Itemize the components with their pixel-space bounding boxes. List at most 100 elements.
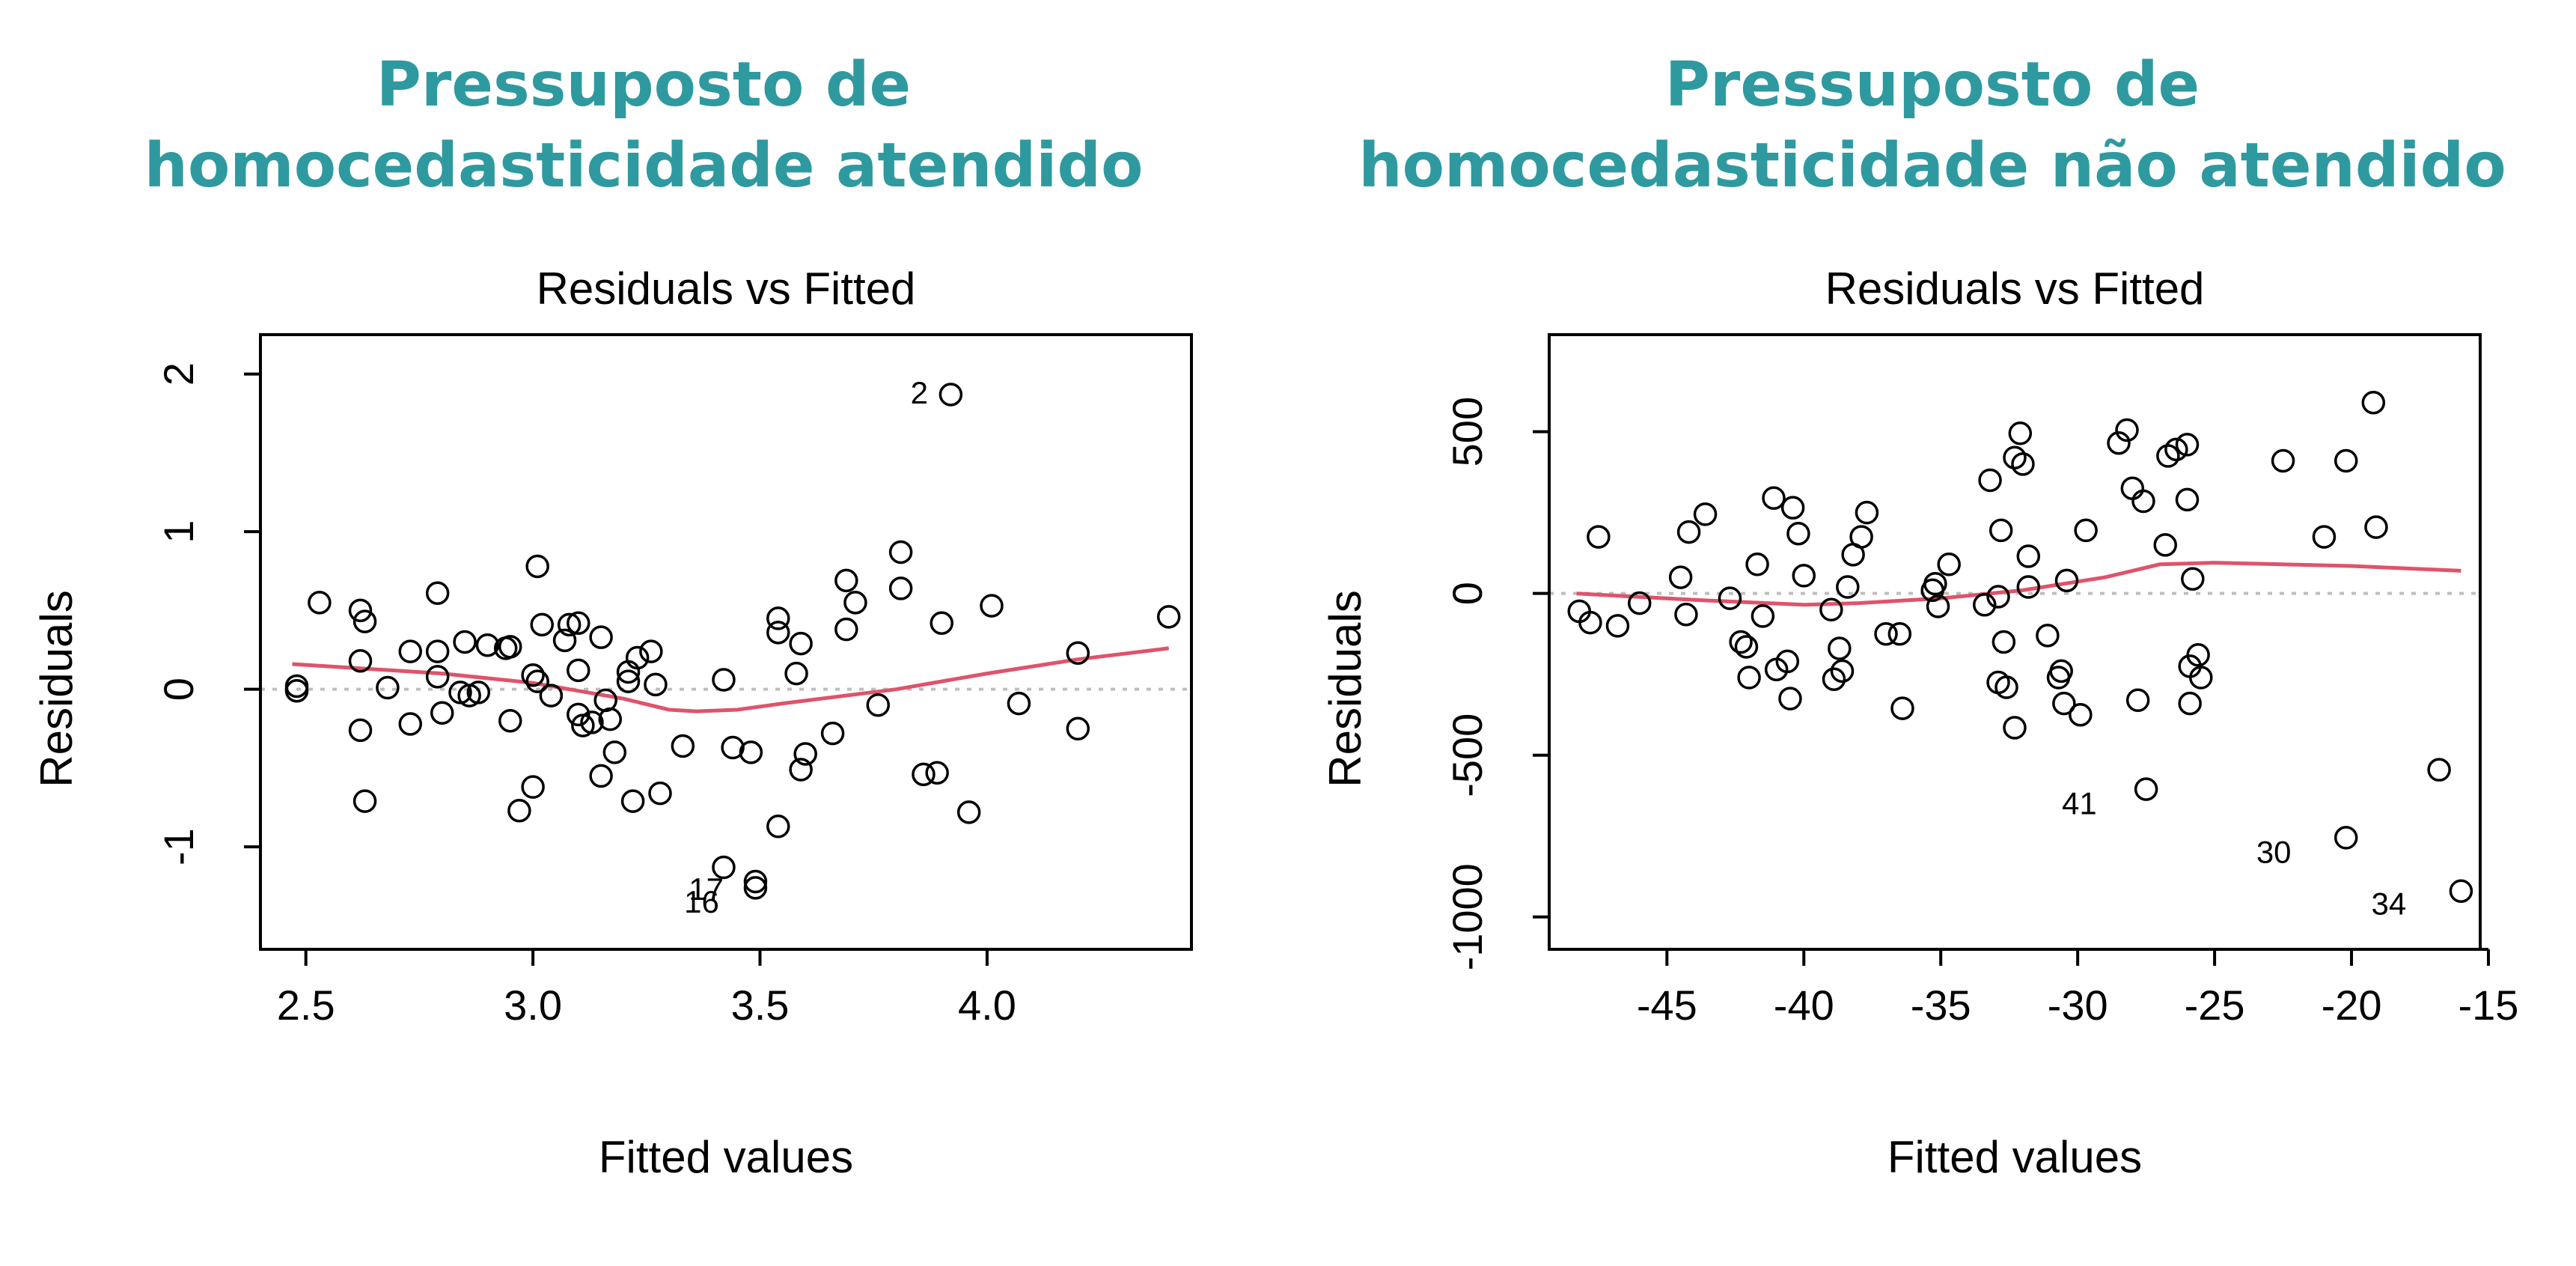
chart-left-point — [525, 554, 549, 579]
chart-right-point — [1745, 553, 1769, 576]
chart-left-point — [525, 669, 549, 693]
chart-left-point-label: 2 — [911, 375, 928, 410]
chart-right-point — [2156, 444, 2180, 468]
chart-left-point — [593, 688, 617, 713]
chart-right-point — [1674, 603, 1698, 627]
chart-left-point — [567, 702, 590, 727]
chart-right-point — [1786, 521, 1810, 546]
chart-left-point — [580, 710, 604, 734]
chart-left-point — [521, 663, 545, 687]
chart-right-point — [1605, 614, 1630, 638]
chart-left-y-tick-label: 0 — [155, 678, 202, 701]
chart-left-point — [348, 718, 373, 743]
chart-right-point — [2008, 422, 2033, 445]
chart-left-point — [376, 675, 400, 700]
chart-right-point — [1587, 525, 1611, 549]
chart-left-point — [453, 630, 477, 654]
chart-left-point — [567, 658, 590, 683]
chart-right-y-tick-label: 0 — [1444, 582, 1491, 605]
chart-left-point — [956, 800, 981, 824]
chart-left-point — [625, 645, 650, 670]
chart-right-ylabel: Residuals — [1320, 590, 1370, 787]
chart-left-x-tick-label: 4.0 — [958, 982, 1016, 1029]
chart-right-y-tick-label: 500 — [1444, 397, 1491, 466]
chart-right-point — [1822, 667, 1846, 691]
chart-left-point — [498, 635, 522, 659]
chart-right-point — [1693, 502, 1718, 526]
chart-left-point — [616, 669, 641, 693]
chart-right-point — [2334, 826, 2358, 850]
chart-right-point — [2364, 515, 2388, 539]
chart-left-point — [425, 665, 450, 689]
chart-left-point — [834, 568, 858, 593]
chart-right-point — [1973, 593, 1997, 617]
chart-left-point — [980, 594, 1004, 618]
chart-left-point — [284, 674, 309, 699]
chart-left-point — [398, 712, 423, 736]
chart-left-point — [284, 679, 309, 703]
chart-right-point — [1737, 666, 1761, 690]
chart-right-point — [1762, 486, 1786, 510]
chart-left-point — [530, 612, 554, 637]
chart-left-point — [567, 611, 590, 635]
chart-right-point — [1718, 586, 1742, 610]
chart-right-point — [1836, 575, 1860, 599]
chart-right-point — [1830, 659, 1855, 684]
chart-right-heading-line2: homocedasticidade não atendido — [1358, 130, 2506, 201]
chart-left-point — [308, 591, 332, 615]
chart-right-point — [1578, 610, 1602, 635]
chart-right-point — [1734, 635, 1759, 659]
chart-left-point — [789, 758, 813, 782]
chart-right-point — [2186, 643, 2210, 667]
chart-left-x-tick-label: 2.5 — [277, 982, 335, 1029]
chart-right-point — [1792, 564, 1816, 588]
chart-left: Residuals vs Fitted Fitted values Residu… — [31, 264, 1193, 1182]
chart-right-point — [2016, 544, 2041, 568]
chart-left-point — [348, 649, 373, 673]
chart-right-point — [2175, 487, 2200, 512]
chart-left-point — [620, 789, 645, 813]
chart-left-point — [430, 701, 454, 725]
chart-left-point — [644, 672, 668, 697]
chart-right-y-tick-label: -1000 — [1444, 863, 1491, 970]
chart-left-point — [557, 612, 582, 637]
chart-left-point — [766, 606, 790, 630]
chart-right-y-tick-label: -500 — [1444, 713, 1491, 797]
chart-right-point — [2153, 533, 2177, 557]
chart-right-point — [2016, 575, 2041, 599]
chart-left-point — [930, 611, 953, 635]
chart-right-point — [2052, 691, 2076, 716]
chart-right-point — [1986, 585, 2010, 609]
chart-left-point — [507, 798, 531, 823]
chart-right-point — [2131, 489, 2155, 514]
chart-left-point — [398, 639, 423, 663]
chart-right-point — [2134, 777, 2158, 801]
chart-right-point — [1989, 518, 2013, 543]
chart-right-point — [2312, 525, 2337, 549]
chart-left-point — [352, 609, 377, 633]
chart-right-point — [2107, 431, 2131, 455]
chart-left-point — [1066, 716, 1090, 741]
chart-left-point — [712, 855, 736, 880]
chart-left-point — [912, 762, 936, 787]
chart-left-point — [888, 540, 913, 564]
chart-left-heading-line1: Pressuposto de — [376, 49, 912, 121]
chart-left-heading-line2: homocedasticidade atendido — [144, 130, 1144, 201]
chart-right-point — [1828, 636, 1852, 660]
chart-right-point — [2003, 716, 2027, 740]
chart-left-point — [1156, 605, 1181, 629]
chart-right-x-tick-label: -20 — [2322, 982, 2382, 1029]
chart-right-point — [1855, 500, 1879, 525]
chart-left-point — [425, 639, 450, 663]
chart-left-y-tick-label: -1 — [155, 828, 202, 865]
chart-right-point — [2049, 659, 2073, 684]
chart-right-point — [2164, 437, 2188, 462]
chart-right-point — [2178, 691, 2202, 716]
chart-left-point — [820, 721, 845, 746]
chart-left-point — [888, 576, 913, 600]
chart-right-point — [2189, 666, 2213, 690]
chart-right-point — [2069, 702, 2093, 727]
chart-left-heading: Pressuposto de homocedasticidade atendid… — [0, 45, 1287, 207]
chart-right-point — [2427, 758, 2451, 782]
chart-right-point — [1978, 468, 2002, 493]
